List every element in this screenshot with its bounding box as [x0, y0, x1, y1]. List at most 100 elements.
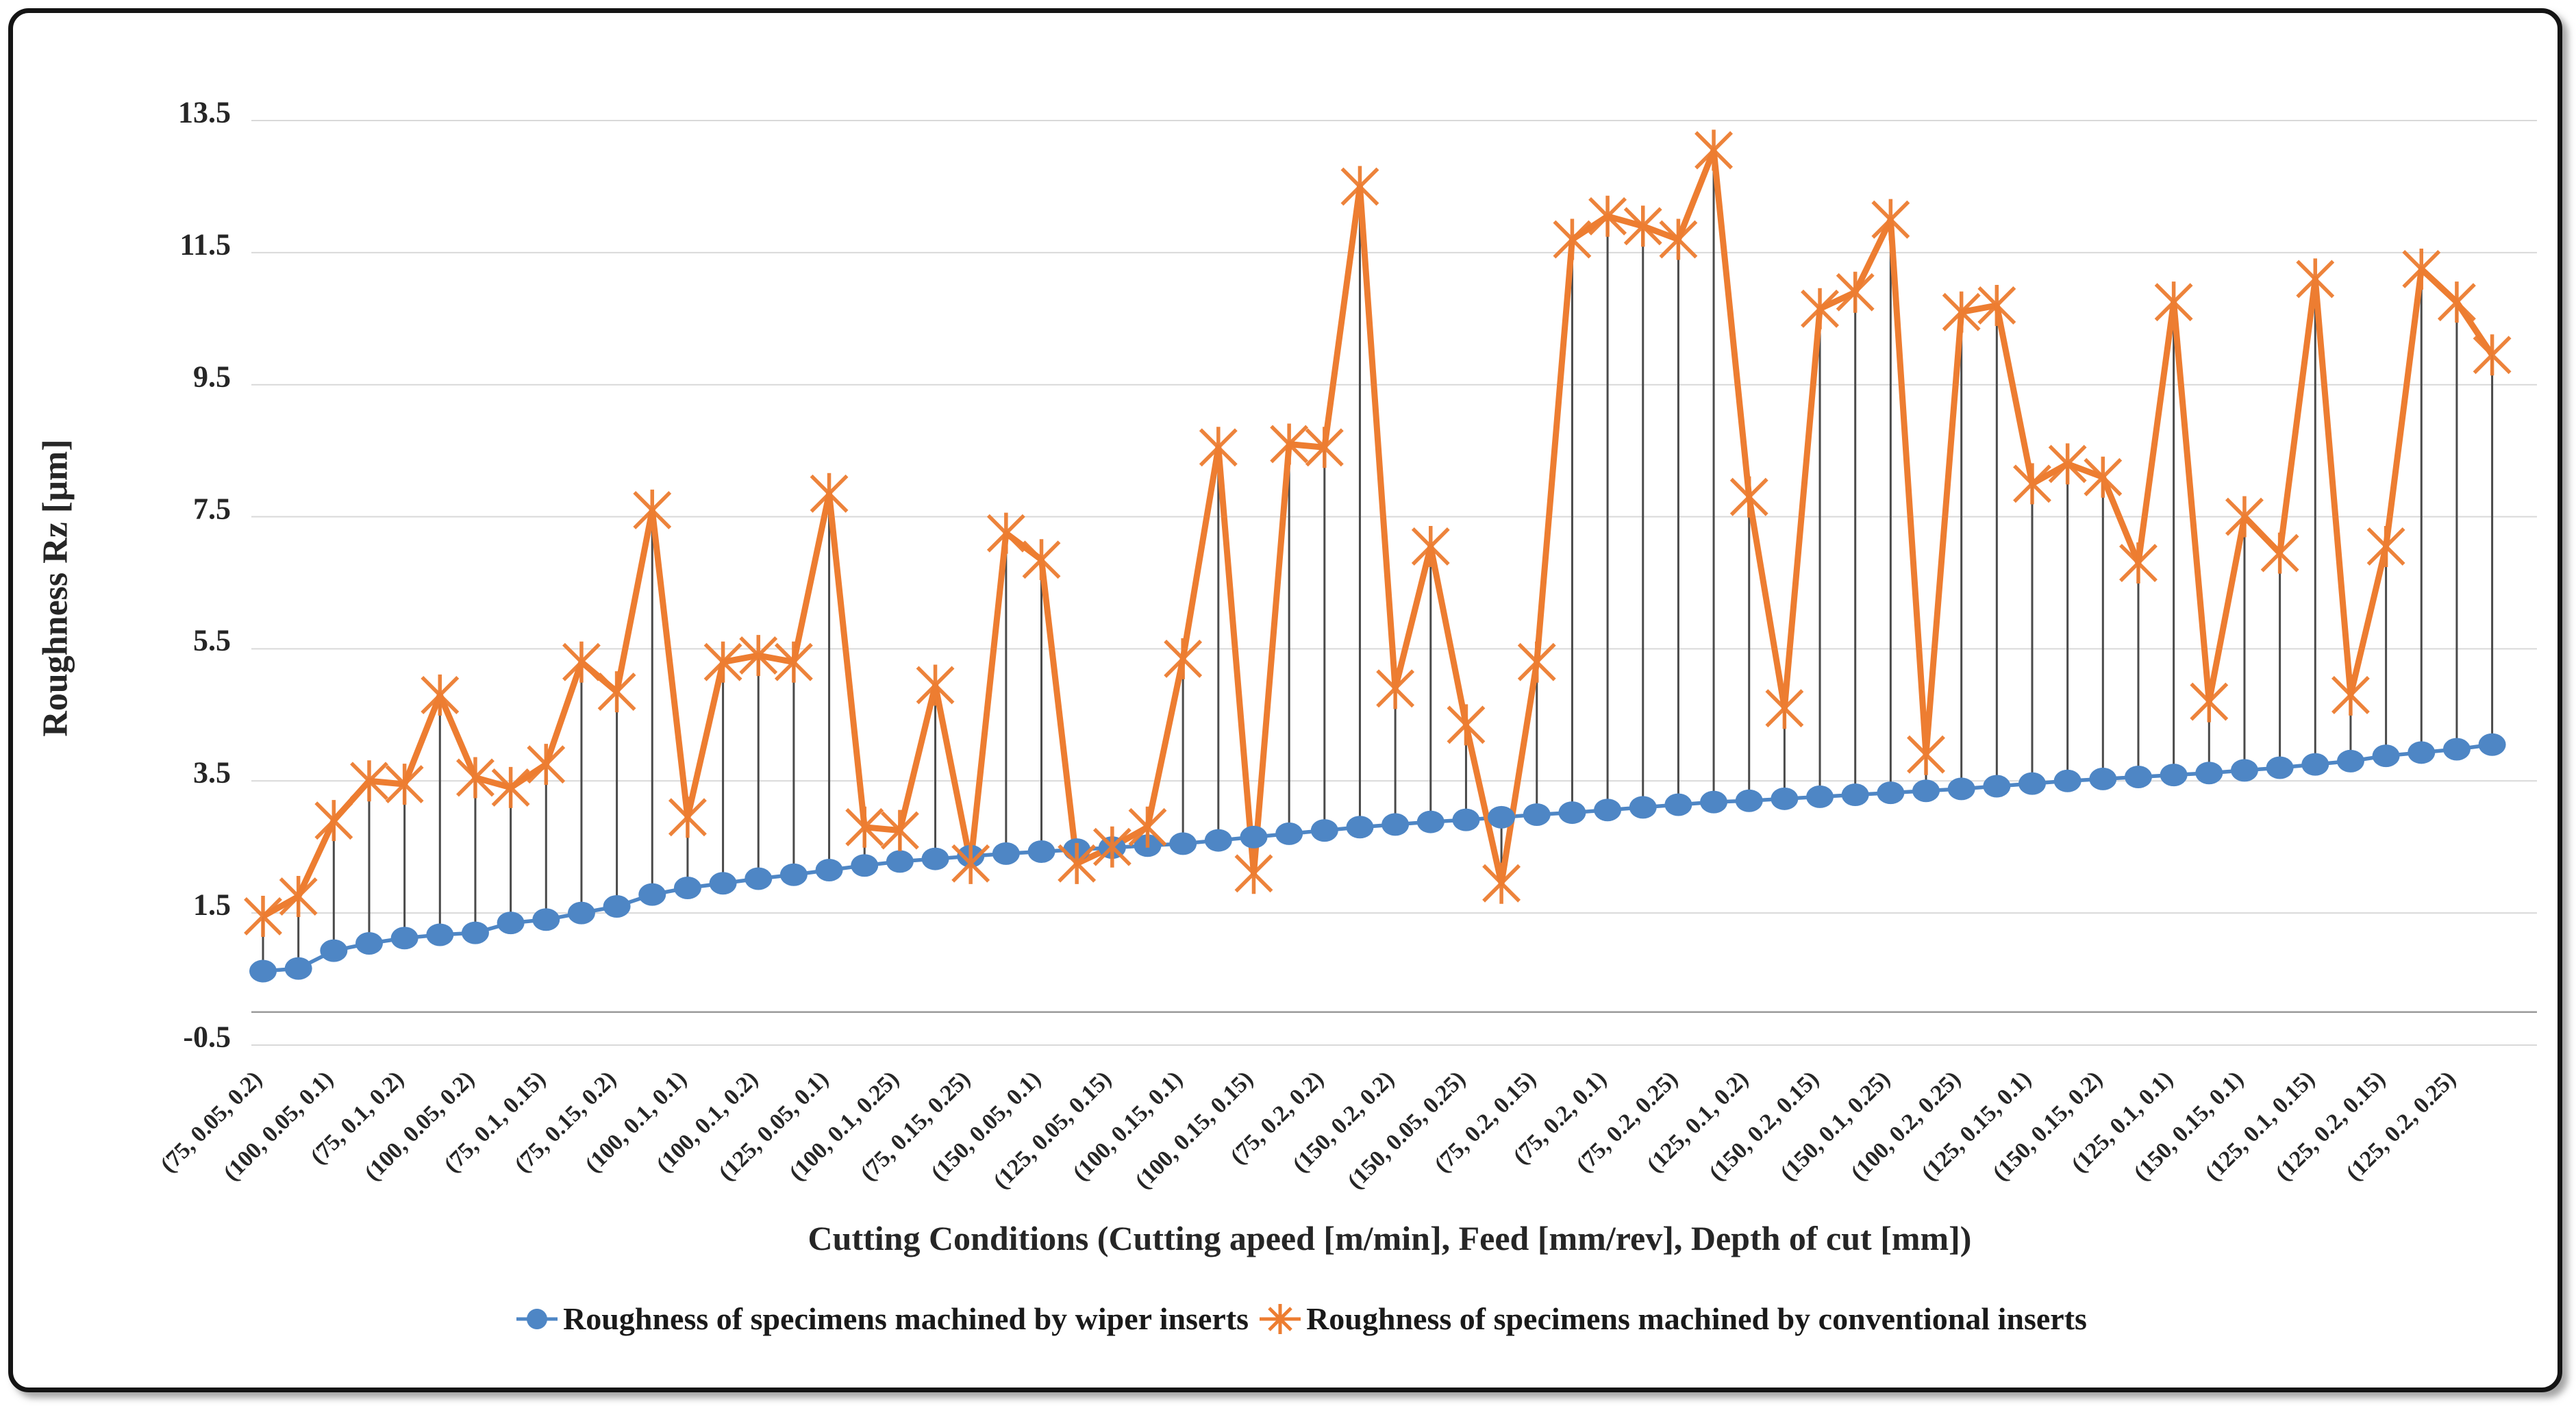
wiper-marker — [320, 939, 348, 962]
wiper-marker — [779, 863, 808, 886]
wiper-marker — [1558, 801, 1586, 825]
conventional-marker — [562, 641, 601, 683]
conventional-marker — [1411, 525, 1450, 567]
y-tick-label: 11.5 — [179, 227, 231, 262]
conventional-marker — [1871, 199, 1910, 240]
legend-item-conventional: Roughness of specimens machined by conve… — [1258, 1301, 2087, 1337]
chart-border-frame: Roughness Rz [µm] 13.5 11.5 9.5 7.5 5.5 3.5 1.… — [8, 8, 2562, 1392]
wiper-marker — [1841, 783, 1869, 807]
wiper-marker — [1488, 805, 1516, 829]
conventional-marker — [1199, 427, 1238, 468]
conventional-marker — [1128, 806, 1167, 848]
conventional-marker — [1695, 129, 1734, 171]
wiper-marker — [1700, 790, 1728, 814]
conventional-marker — [810, 473, 849, 514]
conventional-marker — [880, 809, 919, 851]
conventional-marker — [916, 664, 955, 706]
conventional-marker — [2084, 456, 2123, 498]
wiper-marker — [1346, 816, 1374, 839]
wiper-marker — [1027, 840, 1055, 863]
conventional-marker — [597, 671, 636, 713]
wiper-marker — [2372, 744, 2400, 768]
conventional-marker — [986, 512, 1025, 554]
conventional-marker — [1234, 853, 1273, 894]
conventional-marker — [703, 641, 742, 683]
conventional-marker — [1659, 218, 1698, 260]
conventional-marker — [2119, 542, 2158, 584]
wiper-marker — [390, 927, 418, 950]
conventional-marker — [1623, 205, 1662, 247]
wiper-marker — [673, 876, 701, 899]
wiper-marker — [921, 847, 949, 870]
conventional-marker — [774, 641, 813, 683]
wiper-marker — [426, 923, 454, 946]
wiper-marker — [2195, 762, 2223, 785]
conventional-marker — [1907, 733, 1945, 775]
conventional-legend-label: Roughness of specimens machined by conve… — [1306, 1301, 2087, 1336]
wiper-marker — [1594, 799, 1622, 822]
legend-item-wiper: Roughness of specimens machined by wiper… — [515, 1301, 1249, 1337]
conventional-marker — [2366, 525, 2405, 567]
conventional-marker — [1942, 291, 1981, 333]
wiper-marker — [1664, 793, 1692, 816]
wiper-marker — [886, 850, 914, 873]
wiper-marker — [2478, 733, 2506, 756]
wiper-marker — [709, 872, 737, 895]
wiper-marker — [1416, 810, 1445, 833]
conventional-marker — [456, 757, 495, 799]
wiper-legend-label: Roughness of specimens machined by wiper… — [563, 1301, 1249, 1336]
wiper-marker — [1275, 822, 1303, 845]
wiper-marker — [1983, 775, 2011, 798]
x-axis-title: Cutting Conditions (Cutting apeed [m/min… — [808, 1219, 1972, 1257]
wiper-legend-marker-icon — [516, 1308, 558, 1329]
conventional-marker — [1058, 842, 1097, 884]
wiper-marker — [1240, 825, 1268, 849]
conventional-marker — [2260, 532, 2299, 574]
conventional-marker — [2048, 443, 2087, 485]
conventional-marker — [2331, 674, 2370, 716]
conventional-marker — [668, 796, 707, 838]
wiper-marker — [2124, 765, 2152, 788]
conventional-marker — [1270, 423, 1309, 465]
conventional-marker — [1092, 826, 1131, 868]
conventional-marker — [1164, 638, 1203, 679]
wiper-marker — [497, 912, 525, 935]
conventional-marker — [2013, 463, 2051, 505]
wiper-marker — [638, 883, 666, 906]
wiper-marker — [2089, 767, 2117, 790]
wiper-marker — [249, 959, 277, 983]
conventional-marker — [633, 489, 672, 531]
wiper-marker — [1169, 832, 1197, 855]
wiper-marker — [1877, 781, 1905, 805]
conventional-marker — [2402, 248, 2441, 290]
wiper-series-line — [262, 742, 2492, 973]
wiper-marker — [2336, 749, 2364, 773]
conventional-marker — [2190, 681, 2229, 723]
y-tick-label: 9.5 — [193, 360, 231, 394]
wiper-marker — [1629, 796, 1657, 819]
conventional-marker — [421, 674, 460, 716]
wiper-marker — [992, 842, 1020, 865]
wiper-marker — [1452, 808, 1480, 831]
wiper-marker — [2018, 772, 2046, 795]
y-tick-label: 13.5 — [178, 95, 231, 129]
conventional-marker — [1022, 539, 1061, 581]
conventional-marker — [1305, 427, 1344, 468]
wiper-marker — [461, 921, 489, 944]
conventional-marker — [951, 842, 990, 884]
conventional-marker — [1765, 688, 1804, 729]
wiper-marker — [1204, 829, 1232, 852]
wiper-marker — [745, 867, 773, 890]
wiper-marker — [815, 858, 843, 881]
legend: Roughness of specimens machined by wiper… — [13, 1301, 2576, 1337]
conventional-marker — [385, 764, 424, 805]
y-tick-label: 7.5 — [193, 492, 231, 526]
wiper-marker — [1310, 819, 1338, 842]
conventional-marker — [2473, 334, 2512, 376]
conventional-marker — [527, 744, 566, 786]
conventional-marker — [1376, 668, 1415, 710]
y-tick-label: 5.5 — [193, 623, 231, 657]
conventional-marker — [1482, 862, 1521, 904]
conventional-marker — [2296, 258, 2335, 300]
